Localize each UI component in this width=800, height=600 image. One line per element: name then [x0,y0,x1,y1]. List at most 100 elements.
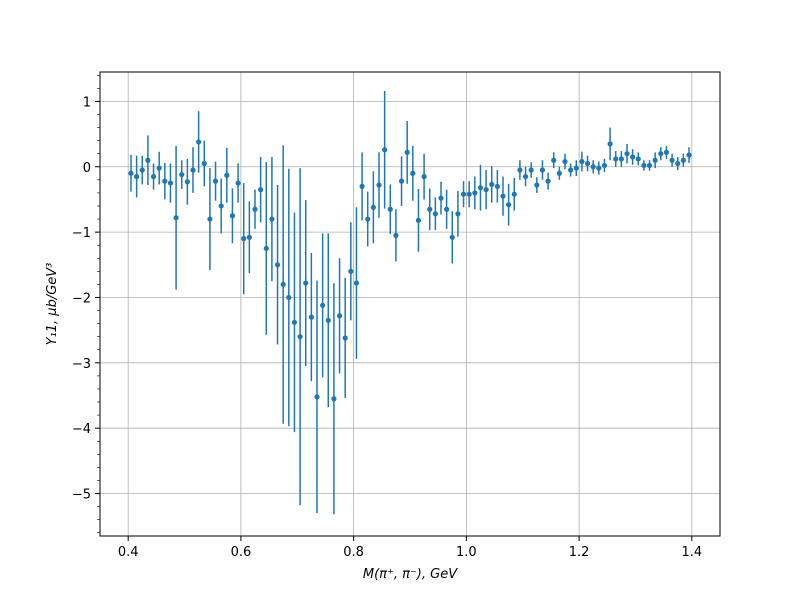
data-point [308,314,314,320]
data-point [201,160,207,167]
data-point [646,162,653,169]
data-point [342,335,348,341]
data-point [348,268,354,274]
data-point [432,211,438,217]
data-point [618,156,624,162]
data-point [179,172,185,178]
data-point [229,213,236,219]
data-point [517,167,523,173]
data-point [596,165,602,171]
data-point [303,280,309,286]
data-point [641,162,647,169]
data-point [466,191,472,197]
data-point [274,262,281,268]
data-point [489,181,495,188]
data-point [584,160,591,167]
data-point [235,180,241,186]
data-point [568,167,574,173]
data-point [398,178,405,184]
data-point [286,294,292,301]
data-point [675,160,681,167]
data-point [449,234,455,240]
data-point [573,165,579,171]
data-point [280,281,286,287]
data-point [224,172,230,178]
data-point [258,187,264,193]
axis-ticks: 0.4 0.6 0.8 1.0 1.2 1.4 1 0 −1 −2 −3 −4 −5 [72,74,702,560]
data-point [162,178,168,184]
data-point [387,206,393,212]
data-point [291,319,298,325]
data-point [145,157,151,163]
y-tick-label: −3 [72,357,91,372]
data-point [579,158,585,165]
data-point [269,216,275,222]
data-point [556,170,562,176]
data-point [460,191,467,197]
x-tick-label: 0.8 [343,545,364,560]
data-point [325,317,331,323]
data-point [427,206,433,212]
data-point [246,234,252,240]
x-tick-label: 0.4 [118,545,139,560]
data-point [331,396,337,402]
data-point [421,173,427,180]
data-point [444,206,450,212]
data-point [190,167,196,173]
x-tick-label: 1.4 [681,545,702,560]
data-point [528,167,534,173]
data-point [477,185,484,191]
data-point [680,157,686,163]
data-point [494,183,500,189]
data-point [336,313,343,319]
data-point [669,157,675,163]
x-tick-label: 1.2 [569,545,590,560]
data-point [263,245,269,252]
data-point [562,158,568,165]
data-point [663,149,670,155]
data-point [376,182,382,188]
data-point [500,193,506,199]
data-point [635,156,641,162]
data-series [128,90,692,515]
data-point [393,232,399,238]
data-point [370,204,376,210]
data-point [156,165,162,171]
data-point [472,190,478,196]
data-point [167,180,174,186]
data-point [410,170,416,176]
data-point [184,179,190,185]
y-tick-label: −5 [72,488,91,503]
data-point [624,151,630,157]
x-tick-label: 1.0 [456,545,477,560]
data-point [241,236,247,242]
data-point [607,141,613,147]
x-axis-label: M(π⁺, π⁻), GeV [363,567,458,582]
y-tick-label: −4 [72,422,91,437]
data-point [314,394,320,400]
data-point [455,211,461,217]
data-point [134,173,140,180]
data-point [218,203,224,209]
data-point [506,202,512,208]
data-point [652,157,658,163]
y-tick-label: 1 [83,95,91,110]
data-point [590,164,596,170]
data-point [196,139,202,145]
data-point [212,178,219,184]
x-tick-label: 0.6 [231,545,252,560]
y-tick-label: 0 [83,161,91,176]
y-axis-label: Y₁1, μb/GeV³ [45,263,60,346]
data-point [511,191,517,197]
data-point [522,173,529,180]
data-point [404,149,410,155]
data-point [534,182,540,188]
data-point [686,152,692,158]
data-point [601,162,608,169]
data-point [150,173,157,180]
y-tick-label: −1 [72,226,91,241]
data-point [483,187,489,193]
data-point [438,195,444,201]
data-point [359,183,365,189]
